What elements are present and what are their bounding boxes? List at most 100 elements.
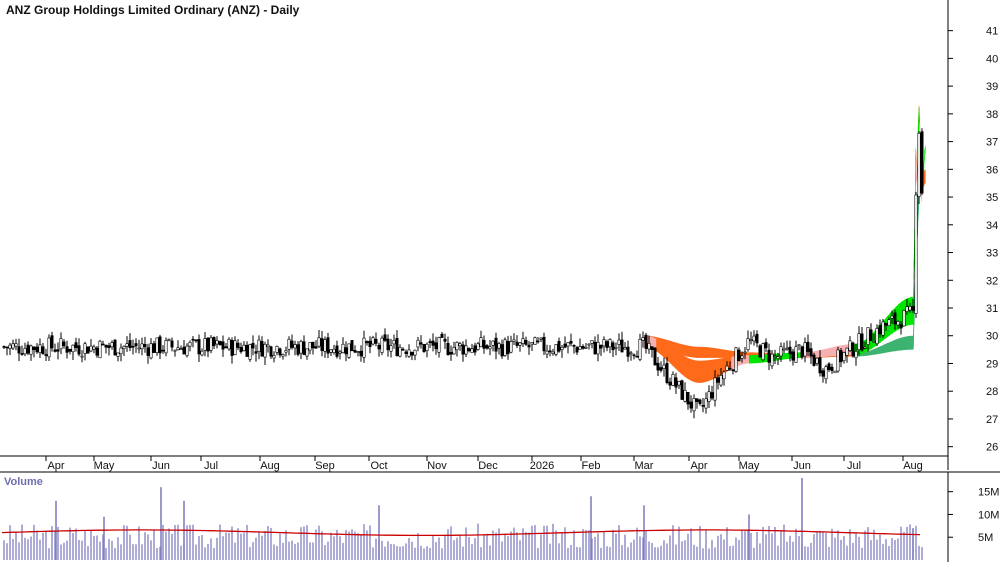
long-ma-ribbon-segment (689, 346, 694, 358)
candle-body (110, 342, 114, 348)
candle-body (353, 350, 357, 353)
candle-body (359, 350, 363, 357)
volume-bars (3, 478, 923, 560)
volume-average-line (1, 529, 921, 537)
time-tick-label: Aug (260, 460, 280, 472)
candle-body (155, 337, 159, 353)
candle-body (113, 339, 117, 356)
candle-body (683, 389, 687, 402)
volume-tick-label: 10M (978, 509, 999, 521)
short-ma-ribbon-segment (677, 352, 682, 374)
long-ma-ribbon-segment (895, 338, 899, 352)
candle-body (77, 345, 81, 355)
candle-body (590, 340, 594, 344)
volume-axis-ticks: 5M 10M 15M (948, 487, 999, 544)
price-axis-ticks: 26 27 28 29 30 31 32 33 34 35 36 37 38 39 40 41 (948, 26, 998, 454)
time-tick-label: Sep (315, 460, 335, 472)
candle-body (833, 370, 837, 374)
candle-body (809, 348, 813, 357)
candle-body (854, 351, 858, 359)
candle-body (545, 350, 549, 355)
candle-body (797, 344, 801, 347)
candle-body (365, 341, 369, 344)
candle-body (668, 381, 672, 386)
candle-body (587, 343, 591, 346)
candle-body (830, 366, 834, 371)
candle-body (848, 340, 852, 351)
candle-body (692, 398, 696, 412)
candle-body (167, 338, 171, 341)
candle-body (476, 343, 480, 350)
candle-body (635, 355, 639, 358)
price-tick-label: 29 (986, 358, 998, 370)
candle-body (572, 344, 576, 347)
long-ma-ribbon-segment (707, 347, 712, 358)
candle-body (725, 365, 729, 371)
candle-body (779, 346, 783, 357)
candle-body (236, 342, 240, 348)
candle-body (452, 347, 456, 355)
chart-title: ANZ Group Holdings Limited Ordinary (ANZ… (6, 3, 300, 17)
short-ma-ribbon-segment (784, 352, 788, 360)
candle-body (17, 346, 21, 354)
candle-body (32, 346, 36, 351)
candle-body (206, 337, 210, 352)
candle-body (86, 346, 90, 354)
candle-body (245, 344, 249, 357)
candle-body (224, 346, 228, 349)
short-ma-ribbon-segment (719, 358, 724, 376)
candle-body (425, 343, 429, 351)
time-tick-label: May (739, 460, 760, 472)
long-ma-ribbon-segment (880, 344, 885, 354)
candle-body (533, 337, 537, 345)
price-tick-label: 33 (986, 248, 998, 260)
candle-body (839, 350, 843, 363)
candle-body (686, 391, 690, 405)
candle-body (578, 346, 582, 350)
candle-body (8, 344, 12, 349)
candle-body (551, 351, 555, 354)
candle-body (389, 345, 393, 352)
candle-body (812, 354, 816, 366)
candle-body (188, 342, 192, 347)
volume-tick-label: 15M (978, 487, 999, 499)
long-ma-ribbon-segment (868, 349, 873, 356)
candle-body (332, 348, 336, 353)
short-ma-ribbon-segment (704, 360, 709, 383)
candle-body (326, 337, 330, 354)
short-ma-ribbon-segment (665, 344, 670, 362)
candle-body (560, 347, 564, 350)
candle-body (443, 338, 447, 342)
candle-body (770, 353, 774, 367)
candle-body (251, 343, 255, 349)
candle-body (500, 344, 504, 357)
candle-body (398, 347, 402, 357)
candle-body (362, 337, 366, 358)
candle-body (185, 345, 189, 356)
candle-body (410, 351, 414, 356)
candle-body (881, 321, 885, 336)
candle-body (383, 334, 387, 341)
price-tick-label: 35 (986, 192, 998, 204)
candle-body (182, 346, 186, 355)
candle-body (479, 337, 483, 347)
candle-body (65, 346, 69, 353)
candle-body (896, 321, 900, 326)
candle-body (899, 324, 903, 329)
candle-body (248, 344, 252, 360)
long-ma-ribbon-segment (722, 349, 727, 358)
candle-body (536, 340, 540, 343)
candle-body (665, 363, 669, 383)
candle-body (440, 333, 444, 338)
short-ma-ribbon-segment (826, 347, 831, 357)
candle-body (131, 345, 135, 348)
candle-body (902, 310, 906, 327)
time-tick-label: Jul (204, 460, 218, 472)
candle-body (506, 340, 510, 355)
time-tick-label: Nov (427, 460, 447, 472)
candle-body (707, 391, 711, 402)
candle-body (2, 346, 6, 348)
volume-panel-title: Volume (4, 476, 43, 488)
candle-body (257, 339, 261, 352)
